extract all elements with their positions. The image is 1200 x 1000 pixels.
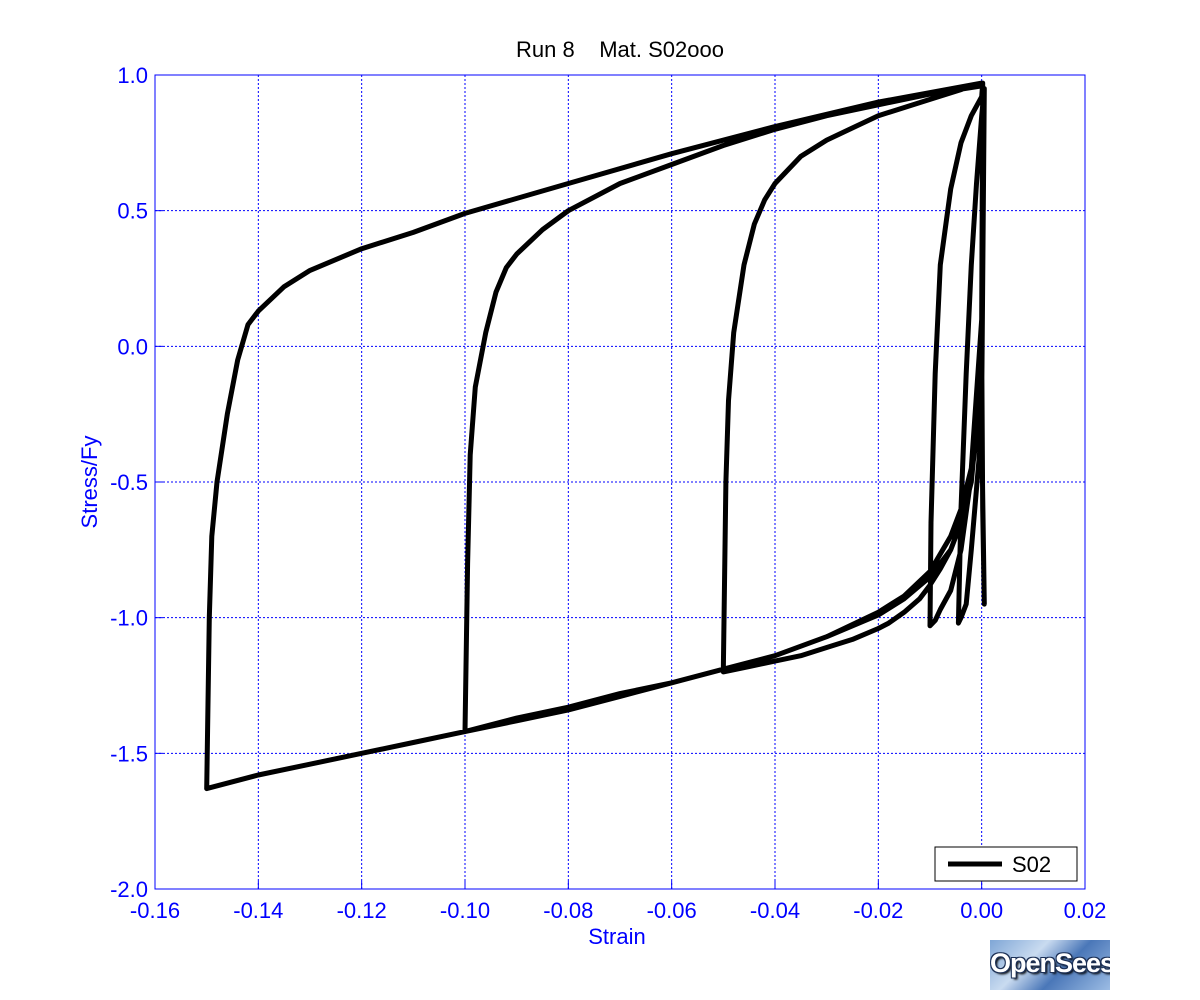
ticks: -0.16 -0.14 -0.12 -0.10 -0.08 -0.06 -0.04 -0.02… <box>110 63 1106 923</box>
x-tick-label: -0.08 <box>543 898 593 923</box>
x-tick-label: -0.04 <box>750 898 800 923</box>
x-tick-label: -0.14 <box>233 898 283 923</box>
x-tick-label: -0.06 <box>647 898 697 923</box>
series-line-s02 <box>204 80 987 792</box>
x-tick-label: 0.02 <box>1064 898 1107 923</box>
x-tick-label: -0.16 <box>130 898 180 923</box>
data-layer <box>204 80 987 792</box>
opensees-logo-text: OpenSees <box>990 948 1110 978</box>
y-tick-label: -1.5 <box>110 741 148 766</box>
y-tick-label: -0.5 <box>110 470 148 495</box>
x-tick-label: 0.00 <box>960 898 1003 923</box>
y-tick-label: 0.0 <box>117 334 148 359</box>
y-tick-label: -2.0 <box>110 877 148 902</box>
x-tick-label: -0.02 <box>853 898 903 923</box>
y-tick-label: 0.5 <box>117 199 148 224</box>
x-axis-label: Strain <box>588 924 645 949</box>
grid <box>155 75 1085 889</box>
y-tick-label: 1.0 <box>117 63 148 88</box>
x-tick-label: -0.10 <box>440 898 490 923</box>
chart-title: Run 8 Mat. S02ooo <box>516 37 724 62</box>
legend-label: S02 <box>1012 852 1051 877</box>
legend: S02 <box>934 846 1078 882</box>
opensees-logo: OpenSees <box>990 940 1110 990</box>
y-tick-label: -1.0 <box>110 606 148 631</box>
x-tick-label: -0.12 <box>337 898 387 923</box>
y-axis-label: Stress/Fy <box>77 436 102 529</box>
